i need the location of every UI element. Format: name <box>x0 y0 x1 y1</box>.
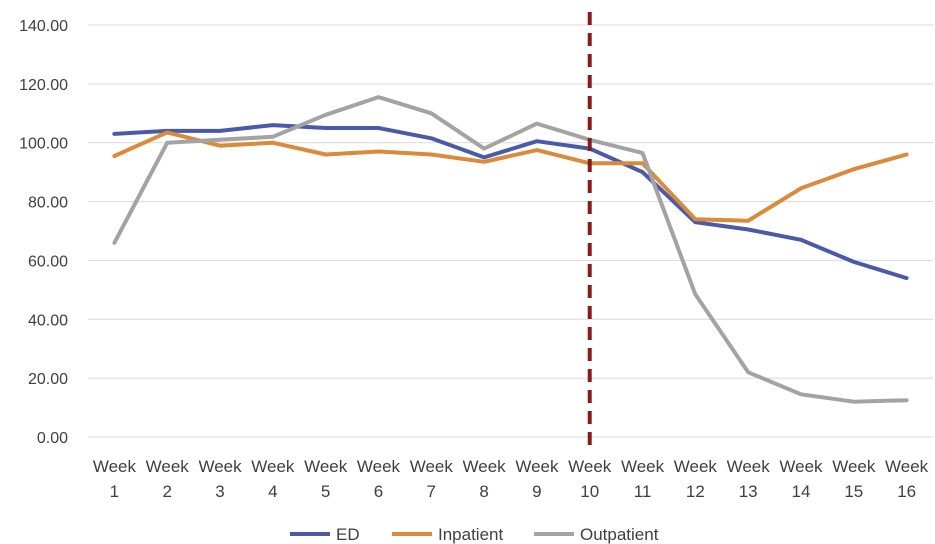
x-tick-label-line1: Week <box>93 457 137 476</box>
series-line-outpatient <box>112 95 909 404</box>
legend-label-outpatient: Outpatient <box>580 525 659 544</box>
x-tick-label: Week 14 <box>779 457 823 501</box>
gridlines <box>88 24 933 379</box>
legend-label-inpatient: Inpatient <box>438 525 503 544</box>
y-tick-label: 140.00 <box>19 18 68 35</box>
x-tick-label-line2: 4 <box>268 482 277 501</box>
x-tick-label-line1: Week <box>727 457 771 476</box>
x-tick-label-line2: 15 <box>844 482 863 501</box>
x-tick-label: Week 12 <box>674 457 718 501</box>
x-tick-label-line2: 11 <box>634 482 652 501</box>
x-tick-label-line2: 8 <box>479 482 488 501</box>
x-axis-ticks: Week 1 Week 2 Week 3 Week 4 Week 5 Week 6 Week 7 Week 8… <box>93 457 929 501</box>
y-tick-label: 100.00 <box>19 136 68 153</box>
x-tick-label: Week 4 <box>251 457 295 501</box>
y-tick-label: 80.00 <box>28 195 68 212</box>
series-lines <box>112 95 909 404</box>
y-tick-label: 20.00 <box>28 371 68 388</box>
x-tick-label-line2: 12 <box>686 482 705 501</box>
x-tick-label-line2: 9 <box>532 482 541 501</box>
x-tick-label-line1: Week <box>832 457 876 476</box>
x-tick-label: Week 3 <box>198 457 242 501</box>
x-tick-label: Week 2 <box>146 457 190 501</box>
x-tick-label: Week 9 <box>515 457 559 501</box>
x-tick-label-line1: Week <box>779 457 823 476</box>
x-tick-label: Week 16 <box>885 457 929 501</box>
x-tick-label-line1: Week <box>357 457 401 476</box>
x-tick-label-line1: Week <box>304 457 348 476</box>
x-tick-label-line1: Week <box>885 457 929 476</box>
y-axis-ticks: 0.00 20.00 40.00 60.00 80.00 100.00 120.00 140.… <box>19 18 68 447</box>
x-tick-label: Week 15 <box>832 457 876 501</box>
x-tick-label-line2: 5 <box>321 482 330 501</box>
x-tick-label-line2: 6 <box>374 482 383 501</box>
x-tick-label: Week 7 <box>410 457 454 501</box>
x-tick-label-line1: Week <box>251 457 295 476</box>
x-tick-label: Week 10 <box>568 457 612 501</box>
x-tick-label-line1: Week <box>515 457 559 476</box>
x-tick-label-line2: 2 <box>162 482 171 501</box>
x-tick-label-line1: Week <box>463 457 507 476</box>
x-tick-label-line2: 13 <box>739 482 758 501</box>
legend-label-ed: ED <box>336 525 360 544</box>
x-tick-label-line1: Week <box>198 457 242 476</box>
y-tick-label: 40.00 <box>28 312 68 329</box>
x-tick-label: Week 5 <box>304 457 348 501</box>
x-tick-label-line1: Week <box>568 457 612 476</box>
y-tick-label: 60.00 <box>28 253 68 270</box>
x-tick-label-line1: Week <box>410 457 454 476</box>
x-tick-label-line2: 3 <box>215 482 224 501</box>
x-tick-label-line1: Week <box>621 457 665 476</box>
x-tick-label: Week 1 <box>93 457 137 501</box>
x-tick-label-line2: 10 <box>580 482 599 501</box>
x-tick-label-line1: Week <box>674 457 718 476</box>
series-line-ed <box>112 123 909 281</box>
x-tick-label: Week 8 <box>463 457 507 501</box>
x-tick-label-line2: 1 <box>110 482 119 501</box>
x-tick-label-line2: 16 <box>897 482 916 501</box>
x-tick-label: Week 13 <box>727 457 771 501</box>
y-tick-label: 120.00 <box>19 77 68 94</box>
x-tick-label-line1: Week <box>146 457 190 476</box>
x-tick-label-line2: 14 <box>792 482 811 501</box>
x-tick-label: Week 6 <box>357 457 401 501</box>
x-tick-label: Week 11 <box>621 457 665 501</box>
y-tick-label: 0.00 <box>37 430 68 447</box>
series-line-inpatient <box>112 130 909 223</box>
legend: ED Inpatient Outpatient <box>290 525 659 544</box>
x-tick-label-line2: 7 <box>427 482 436 501</box>
